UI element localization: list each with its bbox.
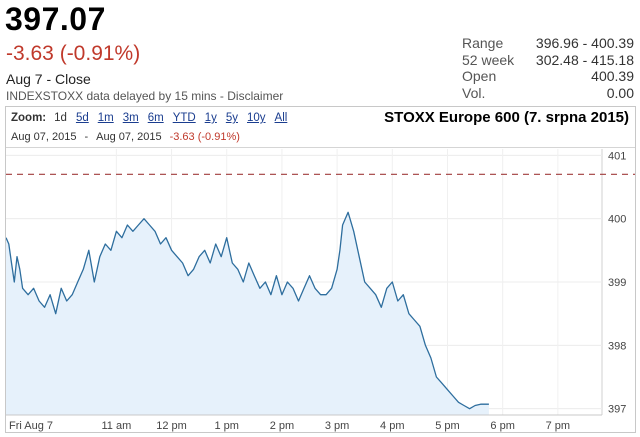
price-change: -3.63 (-0.91%) — [6, 42, 141, 65]
price-line — [6, 211, 489, 410]
zoom-5d[interactable]: 5d — [75, 112, 89, 124]
stats-value: 0.00 — [606, 84, 634, 101]
range-change: -3.63 (-0.91%) — [169, 131, 240, 143]
zoom-1y[interactable]: 1y — [204, 112, 217, 124]
header-divider — [6, 147, 635, 148]
zoom-label: Zoom: — [11, 112, 47, 124]
zoom-all[interactable]: All — [274, 112, 288, 124]
x-tick-label: Fri Aug 7 — [9, 420, 53, 432]
stats-row-volume: Vol. 0.00 — [462, 85, 634, 102]
stats-row-open: Open 400.39 — [462, 68, 634, 85]
chart-title: STOXX Europe 600 (7. srpna 2015) — [384, 109, 629, 126]
zoom-10y[interactable]: 10y — [247, 112, 266, 124]
range-to-date: Aug 07, 2015 — [96, 131, 162, 143]
price-chart[interactable]: 397 398 399 400 401 Fri Aug 7 11 am 12 pm 1 pm 2 … — [6, 107, 635, 432]
y-tick-label: 400 — [608, 214, 626, 226]
x-tick-label: 12 pm — [156, 420, 187, 432]
x-tick-label: 7 pm — [546, 420, 570, 432]
y-tick-label: 399 — [608, 277, 626, 289]
x-tick-label: 4 pm — [380, 420, 404, 432]
stats-row-52week: 52 week 302.48 - 415.18 — [462, 52, 634, 69]
x-tick-label: 5 pm — [435, 420, 459, 432]
zoom-ytd[interactable]: YTD — [172, 112, 196, 124]
stats-label: Vol. — [462, 84, 486, 101]
stats-row-range: Range 396.96 - 400.39 — [462, 35, 634, 52]
zoom-3m[interactable]: 3m — [122, 112, 139, 124]
stats-label: Open — [462, 68, 497, 84]
stats-label: Range — [462, 35, 504, 51]
date-range-bar: Aug 07, 2015 - Aug 07, 2015 -3.63 (-0.91… — [11, 131, 248, 143]
y-tick-label: 401 — [608, 150, 626, 162]
data-source-text: INDEXSTOXX data delayed by 15 mins — [6, 89, 217, 103]
range-from-date: Aug 07, 2015 — [11, 131, 77, 143]
zoom-6m[interactable]: 6m — [147, 112, 164, 124]
x-tick-label: 1 pm — [215, 420, 239, 432]
zoom-1m[interactable]: 1m — [97, 112, 114, 124]
x-tick-label: 6 pm — [490, 420, 514, 432]
chart-panel: Zoom: 1d 5d 1m 3m 6m YTD 1y 5y 10y All S… — [5, 106, 636, 433]
disclaimer-link[interactable]: Disclaimer — [227, 89, 284, 103]
stats-value: 400.39 — [591, 68, 634, 84]
stats-label: 52 week — [462, 51, 515, 68]
stats-table: Range 396.96 - 400.39 52 week 302.48 - 4… — [462, 35, 634, 101]
x-tick-label: 11 am — [101, 420, 131, 432]
date-close-label: Aug 7 - Close — [6, 71, 91, 87]
x-tick-label: 3 pm — [325, 420, 349, 432]
data-source-line: INDEXSTOXX data delayed by 15 mins - Dis… — [6, 89, 283, 103]
separator: - — [216, 89, 228, 103]
zoom-5y[interactable]: 5y — [225, 112, 238, 124]
y-tick-label: 398 — [608, 340, 626, 352]
range-dash: - — [84, 131, 89, 143]
stats-value: 302.48 - 415.18 — [535, 51, 634, 68]
price-area-fill — [6, 212, 489, 415]
y-tick-label: 397 — [608, 404, 626, 416]
price-value: 397.07 — [5, 1, 106, 37]
zoom-1d[interactable]: 1d — [54, 112, 67, 124]
stats-value: 396.96 - 400.39 — [535, 35, 634, 51]
zoom-bar: Zoom: 1d 5d 1m 3m 6m YTD 1y 5y 10y All — [11, 112, 296, 124]
x-tick-label: 2 pm — [270, 420, 294, 432]
